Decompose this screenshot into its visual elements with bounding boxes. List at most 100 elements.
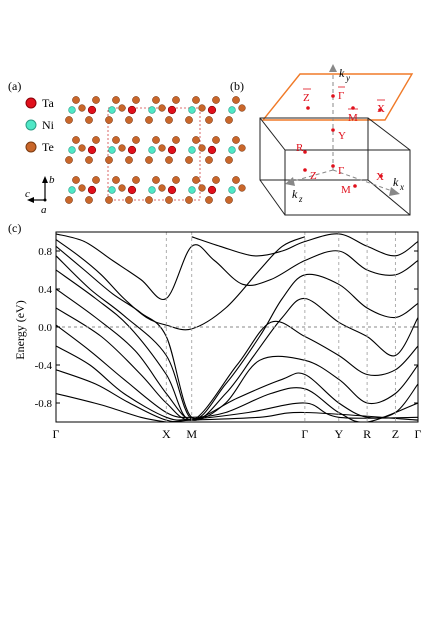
te-atom (72, 136, 80, 144)
legend-ni: Ni (25, 118, 55, 132)
ni-atom (188, 106, 196, 114)
te-atom (65, 116, 73, 124)
panel-c-label: (c) (8, 221, 21, 235)
te-atom (205, 196, 213, 204)
te-atom (65, 196, 73, 204)
y-axis-label: Energy (eV) (13, 300, 27, 359)
te-atom (225, 156, 233, 164)
ta-legend-marker (25, 97, 37, 109)
point-gammabar (331, 94, 335, 98)
kz-arrowhead (285, 177, 295, 186)
te-atom (125, 196, 133, 204)
te-atom (105, 156, 113, 164)
kz-axis-label: k z (292, 187, 303, 204)
crystal-axes: b c a (25, 174, 55, 216)
te-atom (158, 144, 166, 152)
te-atom (172, 136, 180, 144)
te-atom (118, 144, 126, 152)
point-zbar (306, 106, 310, 110)
band-line-11 (191, 233, 418, 257)
te-atom (165, 196, 173, 204)
xtick-label: R (363, 427, 371, 441)
ta-atom (207, 105, 217, 115)
te-atom (198, 184, 206, 192)
panel-a-label: (a) (8, 79, 21, 93)
kx-arrowhead (389, 187, 400, 196)
point-x (379, 174, 383, 178)
te-atom (205, 156, 213, 164)
ni-atom (188, 186, 196, 194)
te-atom (105, 116, 113, 124)
surface-bz-plane (261, 73, 414, 121)
legend-te: Te (25, 140, 54, 154)
band-line-10 (56, 233, 418, 301)
te-atom (185, 156, 193, 164)
te-atom (232, 176, 240, 184)
te-atom (118, 184, 126, 192)
ta-atom (87, 145, 97, 155)
ta-atom (207, 185, 217, 195)
te-atom (225, 116, 233, 124)
te-atom (145, 116, 153, 124)
ni-atom (188, 146, 196, 154)
b-axis-arrowhead (42, 176, 48, 183)
te-atom (198, 144, 206, 152)
svg-text:k: k (339, 66, 345, 80)
point-gamma (331, 164, 335, 168)
te-atom (232, 136, 240, 144)
band-line-4 (56, 288, 418, 421)
te-atom (192, 136, 200, 144)
point-z (303, 168, 307, 172)
point-r (303, 150, 307, 154)
te-atom (112, 176, 120, 184)
bulk-bz-box (259, 117, 411, 216)
y-tick-labels: 0.8 0.4 0.0 -0.4 -0.8 (35, 246, 53, 410)
te-atom (185, 196, 193, 204)
te-atom (152, 96, 160, 104)
kx-axis-label: k x (393, 175, 404, 192)
legend-label-ta: Ta (42, 96, 54, 110)
svg-text:z: z (298, 194, 303, 204)
ta-atom (167, 145, 177, 155)
crystal-structure (65, 96, 246, 204)
ni-atom (68, 106, 76, 114)
te-atom (238, 144, 246, 152)
band-line-1 (56, 245, 418, 420)
xtick-label: Γ (53, 427, 60, 441)
te-atom (172, 96, 180, 104)
label-gamma: Γ (338, 165, 344, 177)
ni-atom (148, 106, 156, 114)
high-symmetry-points (303, 94, 383, 188)
ky-axis-label: k y (339, 66, 350, 83)
ytick-label: 0.0 (38, 322, 52, 334)
ta-atom (207, 145, 217, 155)
high-symmetry-labels: Z Γ M X Y R Γ Z M X (296, 86, 385, 196)
legend-ta: Ta (25, 96, 54, 110)
ytick-label: -0.8 (35, 398, 53, 410)
label-mbar: M (348, 112, 358, 124)
te-atom (105, 196, 113, 204)
ta-atom (127, 105, 137, 115)
te-atom (132, 136, 140, 144)
te-atom (158, 104, 166, 112)
axis-label-a: a (41, 204, 47, 216)
te-atom (152, 136, 160, 144)
point-xbar (378, 108, 382, 112)
te-atom (78, 144, 86, 152)
ta-atom (127, 145, 137, 155)
svg-text:x: x (399, 182, 404, 192)
te-atom (92, 176, 100, 184)
axis-label-b: b (49, 174, 55, 186)
te-atom (92, 136, 100, 144)
ni-atom (228, 186, 236, 194)
te-atom (145, 156, 153, 164)
ni-atom (148, 186, 156, 194)
plot-frame (55, 231, 419, 423)
label-y: Y (338, 130, 346, 142)
te-atom (118, 104, 126, 112)
ta-atom (167, 185, 177, 195)
label-z: Z (310, 170, 317, 182)
ni-atom (228, 106, 236, 114)
